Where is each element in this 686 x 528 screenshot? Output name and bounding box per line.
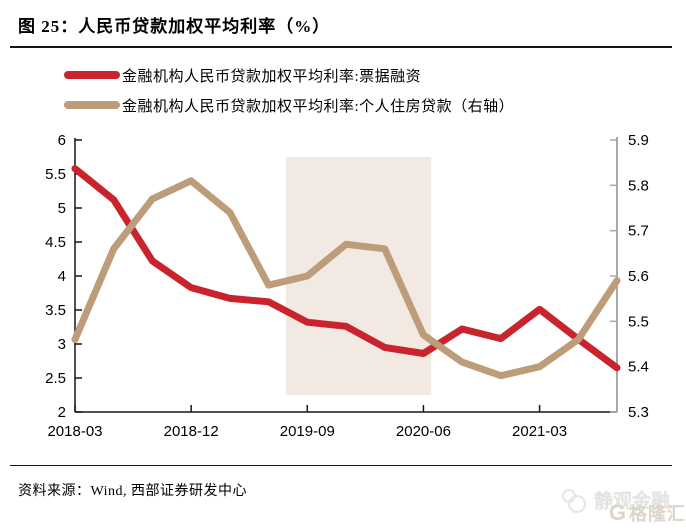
right-axis-tick-label: 5.4 <box>628 359 649 376</box>
left-axis-tick-label: 4.5 <box>45 234 66 251</box>
watermark-brand-text: 静观金融 <box>593 491 670 512</box>
left-axis-tick-label: 4 <box>58 268 66 285</box>
legend-label-bill-financing: 金融机构人民币贷款加权平均利率:票据融资 <box>122 68 422 85</box>
data-source: 资料来源：Wind, 西部证券研发中心 <box>18 484 248 499</box>
x-axis-tick-label: 2018-03 <box>47 423 102 440</box>
series-line-housing-loan <box>71 177 621 380</box>
right-axis-tick-label: 5.5 <box>628 313 649 330</box>
left-axis-tick-label: 2.5 <box>45 370 66 387</box>
footer-divider <box>10 465 672 466</box>
left-axis-tick-label: 2 <box>58 404 66 421</box>
chart-legend: 金融机构人民币贷款加权平均利率:票据融资 金融机构人民币贷款加权平均利率:个人住… <box>64 60 514 120</box>
left-axis-tick-label: 3 <box>58 336 66 353</box>
left-axis-tick-label: 5.5 <box>45 166 66 183</box>
legend-label-housing-loan: 金融机构人民币贷款加权平均利率:个人住房贷款（右轴） <box>122 98 515 115</box>
jingguan-logo-icon <box>561 488 588 513</box>
legend-swatch-tan-icon <box>64 101 120 109</box>
left-axis-tick-label: 5 <box>58 200 66 217</box>
left-axis-tick-label: 3.5 <box>45 302 66 319</box>
right-axis-tick-label: 5.7 <box>628 223 649 240</box>
legend-swatch-red-icon <box>64 71 120 79</box>
title-divider <box>10 46 672 48</box>
watermark-overlay-text: 格隆汇 <box>629 504 686 524</box>
right-axis-tick-label: 5.3 <box>628 404 649 421</box>
legend-item-housing-loan: 金融机构人民币贷款加权平均利率:个人住房贷款（右轴） <box>64 90 514 120</box>
x-axis-tick-label: 2020-06 <box>396 423 451 440</box>
gelonghui-watermark: G 格隆汇 <box>609 500 686 526</box>
left-axis-tick-label: 6 <box>58 132 66 149</box>
x-axis-tick-label: 2021-03 <box>512 423 567 440</box>
series-line-bill-financing <box>71 165 621 372</box>
figure-title: 图 25：人民币贷款加权平均利率（%） <box>18 17 331 36</box>
right-axis-tick-label: 5.6 <box>628 268 649 285</box>
legend-item-bill-financing: 金融机构人民币贷款加权平均利率:票据融资 <box>64 60 514 90</box>
right-axis-tick-label: 5.9 <box>628 132 649 149</box>
x-axis-tick-label: 2018-12 <box>164 423 219 440</box>
gelonghui-logo-icon: G <box>608 500 626 525</box>
right-axis-tick-label: 5.8 <box>628 177 649 194</box>
jingguan-watermark: 静观金融 <box>561 486 670 513</box>
x-axis-tick-label: 2019-09 <box>280 423 335 440</box>
